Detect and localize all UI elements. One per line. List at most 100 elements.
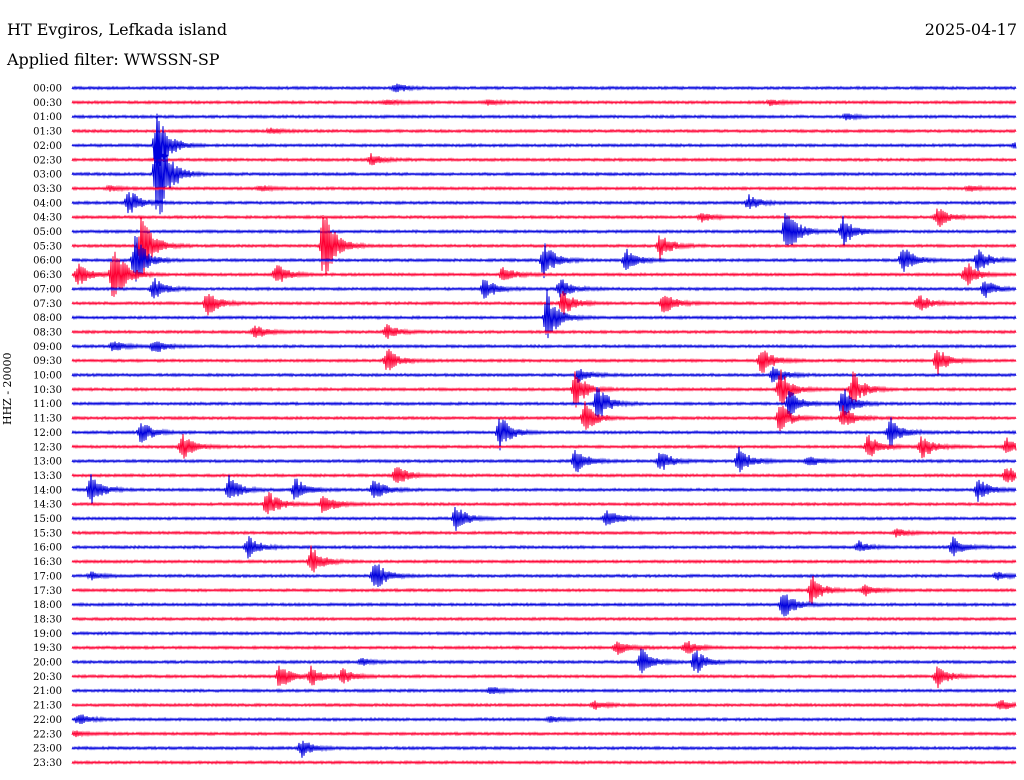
time-tick-label: 05:00 [33, 227, 62, 238]
time-tick-label: 04:30 [33, 213, 62, 224]
trace-line-0930 [71, 348, 1017, 375]
time-tick-label: 18:00 [33, 600, 62, 611]
time-tick-label: 03:00 [33, 170, 62, 181]
trace-line-0700 [71, 278, 1017, 299]
trace-line-0230 [71, 153, 1017, 166]
time-tick-label: 18:30 [33, 614, 62, 625]
time-tick-label: 05:30 [33, 241, 62, 252]
trace-line-1200 [71, 417, 1017, 451]
trace-line-1600 [71, 536, 1017, 559]
time-tick-label: 21:00 [33, 686, 62, 697]
time-tick-label: 09:00 [33, 342, 62, 353]
trace-line-1930 [71, 641, 1017, 655]
time-tick-label: 00:00 [33, 84, 62, 95]
trace-line-2130 [71, 700, 1017, 710]
time-tick-label: 14:30 [33, 500, 62, 511]
trace-line-0730 [71, 291, 1017, 316]
trace-line-2030 [71, 665, 1017, 689]
time-tick-label: 03:30 [33, 184, 62, 195]
trace-line-1530 [71, 528, 1017, 538]
time-tick-label: 10:00 [33, 371, 62, 382]
time-tick-label: 10:30 [33, 385, 62, 396]
trace-line-1630 [71, 545, 1017, 573]
trace-line-1100 [71, 386, 1017, 419]
trace-line-1500 [71, 506, 1017, 531]
time-tick-label: 08:30 [33, 327, 62, 338]
time-tick-label: 15:30 [33, 528, 62, 539]
trace-line-1730 [71, 575, 1017, 606]
time-tick-label: 22:30 [33, 729, 62, 740]
trace-line-0500 [71, 213, 1017, 248]
trace-line-1700 [71, 564, 1017, 588]
seismogram-traces [71, 83, 1017, 766]
trace-line-0100 [71, 113, 1017, 121]
time-tick-labels: 00:00 00:30 01:00 01:30 02:00 02:30 03:00 03:30… [33, 84, 62, 769]
trace-line-1130 [71, 401, 1017, 431]
time-tick-label: 20:00 [33, 658, 62, 669]
time-tick-label: 02:00 [33, 141, 62, 152]
time-tick-label: 00:30 [33, 98, 62, 109]
trace-line-2230 [71, 729, 1017, 738]
time-tick-label: 07:00 [33, 284, 62, 295]
time-tick-label: 11:30 [33, 414, 62, 425]
trace-line-1000 [71, 366, 1017, 383]
time-tick-label: 16:00 [33, 543, 62, 554]
time-tick-label: 12:00 [33, 428, 62, 439]
trace-line-0900 [71, 341, 1017, 352]
date-label: 2025-04-17 [924, 20, 1017, 39]
trace-line-0830 [71, 324, 1017, 339]
time-tick-label: 21:30 [33, 701, 62, 712]
time-tick-label: 16:30 [33, 557, 62, 568]
time-tick-label: 07:30 [33, 299, 62, 310]
time-tick-label: 20:30 [33, 672, 62, 683]
filter-subtitle: Applied filter: WWSSN-SP [7, 50, 220, 69]
time-tick-label: 15:00 [33, 514, 62, 525]
trace-line-0330 [71, 184, 1017, 193]
time-tick-label: 17:30 [33, 586, 62, 597]
trace-line-0600 [71, 235, 1017, 282]
time-tick-label: 13:00 [33, 457, 62, 468]
time-tick-label: 01:30 [33, 127, 62, 138]
trace-line-1900 [71, 630, 1017, 636]
time-tick-label: 14:00 [33, 485, 62, 496]
trace-line-0300 [71, 120, 1017, 215]
trace-line-2000 [71, 648, 1017, 674]
trace-line-0800 [71, 289, 1017, 339]
time-tick-label: 09:30 [33, 356, 62, 367]
trace-line-2330 [71, 759, 1017, 766]
time-tick-label: 04:00 [33, 198, 62, 209]
time-tick-label: 23:00 [33, 744, 62, 755]
time-tick-label: 11:00 [33, 399, 62, 410]
trace-line-0130 [71, 127, 1017, 135]
trace-line-1830 [71, 616, 1017, 622]
trace-line-1430 [71, 492, 1017, 515]
time-tick-label: 06:00 [33, 256, 62, 267]
trace-line-1030 [71, 369, 1017, 408]
trace-line-0200 [71, 113, 1017, 167]
trace-line-1800 [71, 594, 1017, 617]
station-title: HT Evgiros, Lefkada island [7, 20, 228, 39]
trace-line-1330 [71, 467, 1017, 483]
trace-line-0530 [71, 214, 1017, 277]
time-tick-label: 13:30 [33, 471, 62, 482]
time-tick-label: 22:00 [33, 715, 62, 726]
trace-line-2200 [71, 714, 1017, 725]
trace-line-0000 [71, 83, 1017, 93]
trace-line-0030 [71, 98, 1017, 107]
trace-line-1300 [71, 446, 1017, 473]
time-tick-label: 12:30 [33, 442, 62, 453]
trace-line-2300 [71, 740, 1017, 758]
trace-line-0400 [71, 192, 1017, 214]
time-tick-label: 01:00 [33, 112, 62, 123]
time-tick-label: 06:30 [33, 270, 62, 281]
time-tick-label: 19:30 [33, 643, 62, 654]
trace-line-1230 [71, 434, 1017, 459]
time-tick-label: 23:30 [33, 758, 62, 769]
trace-line-0430 [71, 208, 1017, 228]
time-tick-label: 02:30 [33, 155, 62, 166]
time-tick-label: 19:00 [33, 629, 62, 640]
trace-line-2100 [71, 687, 1017, 695]
trace-line-0630 [71, 251, 1017, 297]
time-tick-label: 17:00 [33, 571, 62, 582]
